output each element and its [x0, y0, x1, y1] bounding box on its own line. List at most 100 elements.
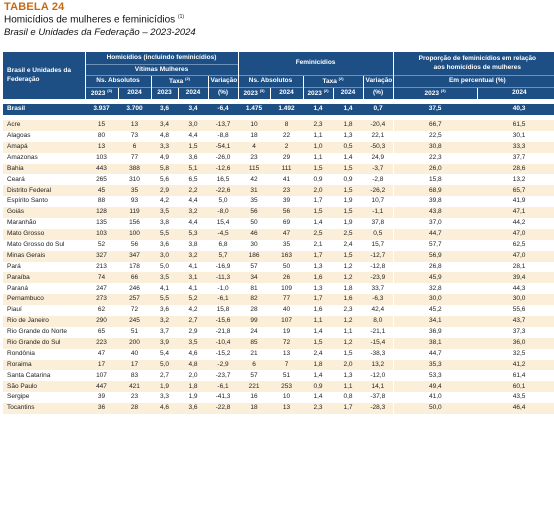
cell-var: 6,8	[208, 239, 239, 251]
cell-p23: 15,8	[392, 174, 478, 186]
cell-ft23: 1,1	[303, 152, 334, 164]
cell-h24: 77	[118, 152, 151, 164]
cell-f24: 47	[270, 228, 304, 240]
cell-p23: 44,7	[392, 228, 478, 240]
cell-name: Distrito Federal	[3, 185, 85, 197]
cell-t24: 2,7	[178, 316, 208, 327]
cell-t23: 3,0	[151, 250, 178, 262]
cell-var: -26,0	[208, 152, 239, 164]
cell-fvar: -21,1	[363, 326, 394, 338]
cell-fvar: 22,1	[363, 130, 394, 142]
cell-fvar: -28,3	[363, 403, 394, 415]
cell-h23: 3.937	[85, 104, 118, 115]
cell-p24: 47,1	[477, 207, 554, 219]
table-row: Rio Grande do Norte 65 51 3,7 2,9 -21,8 24 19 1,…	[3, 326, 554, 338]
cell-ft24: 1,5	[333, 185, 364, 197]
cell-h23: 135	[85, 218, 118, 229]
cell-ft24: 1,2	[333, 272, 364, 284]
cell-h23: 65	[85, 326, 118, 338]
cell-h23: 15	[85, 120, 118, 131]
cell-h23: 223	[85, 337, 118, 349]
header-f-variacao: Variação	[362, 75, 394, 88]
cell-h24: 35	[118, 185, 151, 197]
cell-t24: 4,6	[178, 348, 208, 360]
cell-ft23: 1,3	[303, 283, 334, 295]
table-row: Mato Grosso 103 100 5,5 5,3 -4,5 46 47 2,5 2,5 0,5…	[3, 228, 554, 240]
cell-h23: 103	[85, 228, 118, 240]
cell-ft23: 1,5	[303, 337, 334, 349]
table-row: Sergipe 39 23 3,3 1,9 -41,3 16 10 1,4 0,8 -37,8 41,…	[3, 392, 554, 404]
cell-h23: 52	[85, 239, 118, 251]
cell-f24: 50	[270, 261, 304, 273]
cell-fvar: -6,3	[363, 294, 394, 306]
cell-var: -11,3	[208, 272, 239, 284]
cell-ft23: 2,1	[303, 239, 334, 251]
cell-h23: 74	[85, 272, 118, 284]
cell-t23: 3,6	[151, 239, 178, 251]
cell-t24: 4,1	[178, 283, 208, 295]
cell-h23: 62	[85, 305, 118, 317]
header-proporcao-line2: aos homicídios de mulheres	[433, 63, 522, 71]
cell-var: -16,9	[208, 261, 239, 273]
cell-p24: 37,7	[477, 152, 554, 164]
table-row: Pará 213 178 5,0 4,1 -16,9 57 50 1,3 1,2 -12,8 26,8…	[3, 261, 554, 273]
cell-p23: 45,2	[392, 305, 478, 317]
cell-f23: 23	[238, 152, 271, 164]
cell-f23: 57	[238, 261, 271, 273]
cell-ft23: 1,7	[303, 250, 334, 262]
cell-h24: 246	[118, 283, 151, 295]
cell-f23: 186	[238, 250, 271, 262]
table-subtitle: Brasil e Unidades da Federação – 2023-20…	[4, 27, 196, 38]
header-year-2024: 2024	[269, 87, 304, 99]
cell-h23: 17	[85, 359, 118, 371]
cell-p23: 26,8	[392, 261, 478, 273]
cell-ft24: 1,1	[333, 381, 364, 393]
cell-f24: 8	[270, 120, 304, 131]
cell-var: 5,0	[208, 196, 239, 208]
spacer-row	[3, 115, 554, 120]
cell-h24: 347	[118, 250, 151, 262]
header-year-2023: 2023 (3)	[84, 87, 118, 99]
cell-var: -22,6	[208, 185, 239, 197]
cell-f23: 57	[238, 370, 271, 382]
cell-h23: 443	[85, 163, 118, 175]
header-vitimas: Vítimas Mulheres	[84, 64, 239, 76]
cell-t24: 5,2	[178, 294, 208, 306]
cell-t24: 1,8	[178, 381, 208, 393]
table-number: TABELA 24	[4, 1, 65, 13]
cell-f23: 82	[238, 294, 271, 306]
cell-p24: 37,3	[477, 326, 554, 338]
cell-name: Goiás	[3, 207, 85, 219]
header-year-2023: 2023 (2)	[302, 87, 334, 99]
cell-name: Sergipe	[3, 392, 85, 404]
cell-f23: 42	[238, 174, 271, 186]
cell-p24: 39,4	[477, 272, 554, 284]
cell-f24: 69	[270, 218, 304, 229]
cell-f24: 40	[270, 305, 304, 317]
cell-p24: 44,2	[477, 218, 554, 229]
table-row: Piauí 62 72 3,6 4,2 15,8 28 40 1,6 2,3 42,4 45,2 55,…	[3, 305, 554, 317]
year-label: 2023	[424, 90, 439, 98]
cell-h23: 327	[85, 250, 118, 262]
cell-f23: 30	[238, 239, 271, 251]
header-variacao: Variação	[207, 75, 239, 88]
year-label: 2023	[243, 90, 258, 98]
header-region-label: Brasil e Unidades da Federação	[7, 67, 71, 83]
cell-h23: 13	[85, 141, 118, 153]
cell-name: Rondônia	[3, 348, 85, 360]
cell-f23: 99	[238, 316, 271, 327]
cell-var: -54,1	[208, 141, 239, 153]
cell-name: Maranhão	[3, 218, 85, 229]
cell-p23: 34,1	[392, 316, 478, 327]
cell-h24: 28	[118, 403, 151, 415]
cell-f24: 109	[270, 283, 304, 295]
cell-h24: 23	[118, 392, 151, 404]
cell-p24: 32,5	[477, 348, 554, 360]
cell-t23: 5,5	[151, 294, 178, 306]
header-taxa-note: (2)	[185, 76, 191, 82]
table-row: Espírito Santo 88 93 4,2 4,4 5,0 35 39 1,7 1,9 10,…	[3, 196, 554, 208]
cell-name: Alagoas	[3, 130, 85, 142]
table-row: Santa Catarina 107 83 2,7 2,0 -23,7 57 51 1,4 1,3…	[3, 370, 554, 382]
cell-h24: 200	[118, 337, 151, 349]
cell-h23: 290	[85, 316, 118, 327]
